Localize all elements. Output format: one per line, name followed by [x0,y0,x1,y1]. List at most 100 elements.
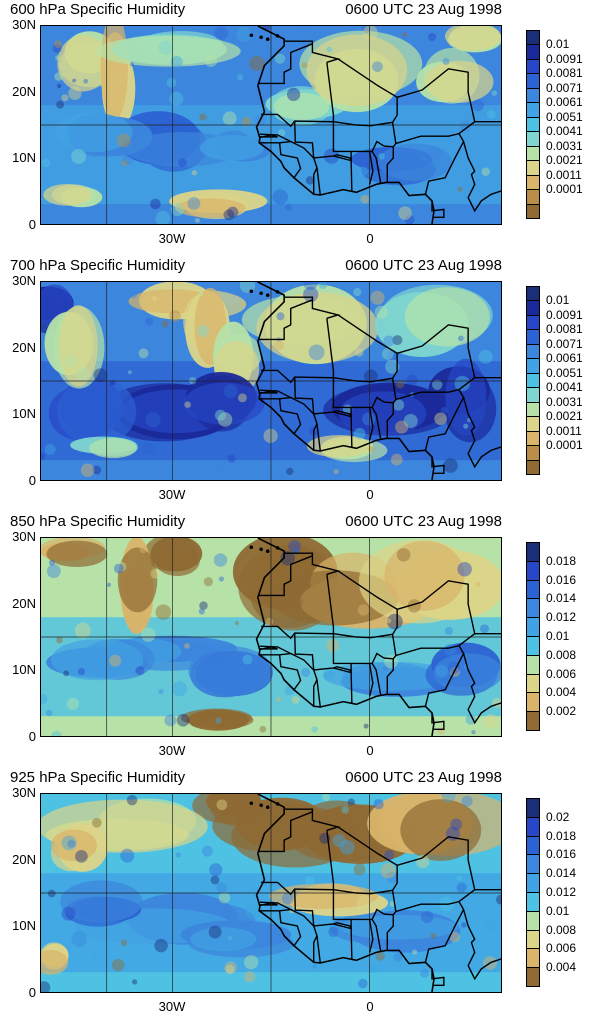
legend-swatch [526,835,540,856]
panel-title: 600 hPa Specific Humidity [10,1,186,18]
legend-swatch [526,372,540,389]
country-border [332,633,385,665]
country-border [294,121,352,162]
country-border [371,919,382,952]
panel-title: 700 hPa Specific Humidity [10,257,186,274]
country-border [278,142,302,179]
island [265,805,270,809]
country-border [383,145,394,183]
legend-swatch [526,286,540,302]
country-border [333,826,398,895]
legend-label: 0.02 [546,809,570,824]
map-panel: 925 hPa Specific Humidity 0600 UTC 23 Aug… [0,768,600,1024]
island [265,549,270,553]
country-border [261,574,335,640]
legend-swatch [526,430,540,447]
legend-label: 0.0091 [546,51,583,66]
country-border [316,423,321,452]
country-border [431,712,445,731]
country-border [259,390,278,395]
legend-label: 0.018 [546,828,577,843]
country-border [259,646,278,651]
legend-swatch [526,174,540,191]
legend-label: 0.014 [546,866,577,881]
country-border [333,665,353,704]
panel-time: 0600 UTC 23 Aug 1998 [345,513,502,530]
legend-label: 0.0071 [546,336,583,351]
humidity-map [40,537,502,737]
legend-swatch [526,44,540,60]
legend-swatch [526,203,540,219]
legend-label: 0.0051 [546,365,583,380]
country-border [424,389,465,451]
legend-label: 0.0031 [546,138,583,153]
legend-swatch [526,401,540,418]
legend-swatch [526,929,540,950]
island [249,545,254,550]
island [259,35,263,40]
map-panel: 600 hPa Specific Humidity 0600 UTC 23 Aug… [0,0,600,256]
island [265,37,270,41]
country-border [290,652,318,707]
legend-label: 0.0011 [546,167,582,182]
legend-label: 0.0041 [546,380,583,395]
legend-label: 0.0071 [546,80,583,95]
country-border [368,663,374,697]
legend-label: 0.008 [546,922,577,937]
country-border [284,808,341,831]
country-border [431,968,445,987]
country-border [383,657,394,695]
legend-swatch [526,910,540,931]
legend-label: 0.016 [546,847,577,862]
latitude-label: 10N [12,406,36,422]
country-border [294,377,352,418]
latitude-label: 30N [12,785,36,800]
panel-title: 850 hPa Specific Humidity [10,513,186,530]
humidity-field [41,282,501,480]
legend-label: 0.0001 [546,182,583,197]
legend-swatch [526,579,540,600]
country-border [257,811,313,853]
island [249,289,254,294]
legend-label: 0.0061 [546,351,583,366]
country-border [383,913,394,951]
country-border [462,653,501,725]
legend-label: 0.012 [546,610,577,625]
legend-swatch [526,314,540,331]
legend-swatch [526,102,540,118]
legend-label: 0.01 [546,629,570,643]
latitude-label: 20N [12,595,36,611]
country-border [278,398,302,435]
country-border [424,901,465,963]
country-border [278,910,302,947]
longitude-label: 0 [366,999,374,1014]
country-border [257,555,313,597]
country-border [392,143,397,148]
legend-swatch [526,416,540,432]
island [259,803,263,808]
legend-label: 0.0081 [546,322,583,337]
country-border [368,407,374,441]
country-border [462,397,501,469]
legend-swatch [526,300,540,316]
country-border [332,889,385,921]
latitude-label: 10N [12,150,36,166]
country-border [284,552,341,575]
country-border [462,141,501,213]
legend-swatch [526,459,540,475]
legend-label: 0.004 [546,685,577,700]
map-panel: 700 hPa Specific Humidity 0600 UTC 23 Aug… [0,256,600,512]
country-border [392,399,397,404]
humidity-map [40,25,502,225]
legend-swatch [526,692,540,713]
country-border [333,153,353,192]
country-border [424,645,465,707]
legend-swatch [526,948,540,969]
humidity-field [41,538,501,736]
country-border [371,151,382,184]
legend-swatch [526,116,540,133]
legend-label: 0.0041 [546,124,583,139]
latitude-label: 0 [28,985,36,1001]
legend-label: 0.018 [546,553,577,568]
longitude-label: 0 [366,487,374,502]
